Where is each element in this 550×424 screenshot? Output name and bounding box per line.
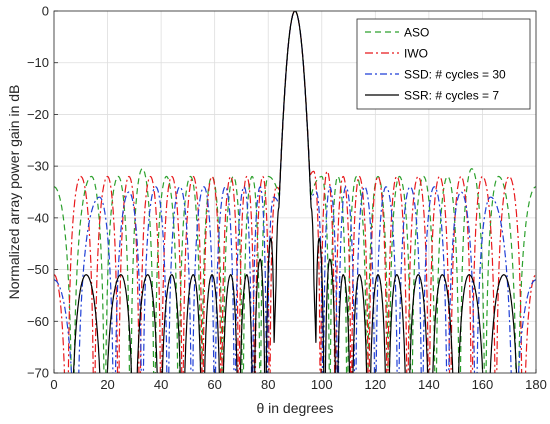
x-tick-label: 60 xyxy=(207,377,221,392)
x-tick-label: 140 xyxy=(418,377,440,392)
series-layer xyxy=(54,11,536,373)
legend-box xyxy=(356,18,531,110)
y-tick-label: 0 xyxy=(42,4,49,19)
series-line-2 xyxy=(54,11,536,373)
x-axis-label: θ in degrees xyxy=(256,400,333,416)
y-axis-ticks: 0 −10 −20 −30 −40 −50 −60 −70 xyxy=(27,4,58,381)
legend-label: SSD: # cycles = 30 xyxy=(404,68,506,82)
y-tick-label: −10 xyxy=(27,55,49,70)
x-tick-label: 40 xyxy=(154,377,168,392)
legend-label: IWO xyxy=(404,47,428,61)
x-tick-label: 180 xyxy=(525,377,547,392)
x-tick-label: 80 xyxy=(261,377,275,392)
y-axis-label: Normalized array power gain in dB xyxy=(6,85,22,300)
x-tick-label: 100 xyxy=(311,377,333,392)
x-tick-label: 0 xyxy=(50,377,57,392)
legend-label: SSR: # cycles = 7 xyxy=(404,89,499,103)
plot-frame xyxy=(53,10,537,374)
series-line-1 xyxy=(54,11,536,373)
x-tick-label: 20 xyxy=(100,377,114,392)
y-tick-label: −40 xyxy=(27,210,49,225)
y-tick-label: −60 xyxy=(27,314,49,329)
y-tick-label: −70 xyxy=(27,366,49,381)
legend: ASO IWO SSD: # cycles = 30 SSR: # cycles = … xyxy=(356,18,531,110)
x-tick-label: 120 xyxy=(364,377,386,392)
legend-label: ASO xyxy=(404,26,429,40)
y-tick-label: −30 xyxy=(27,159,49,174)
y-tick-label: −20 xyxy=(27,107,49,122)
y-tick-label: −50 xyxy=(27,262,49,277)
series-line-0 xyxy=(54,11,536,373)
x-tick-label: 160 xyxy=(472,377,494,392)
x-axis-ticks: 0 20 40 60 80 100 120 140 160 180 xyxy=(50,369,547,392)
